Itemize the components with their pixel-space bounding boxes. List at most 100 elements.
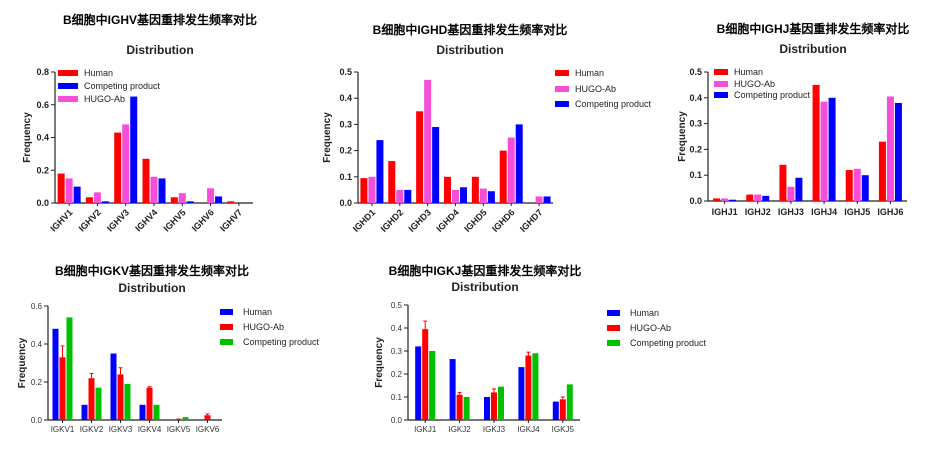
chart-subtitle: Distribution xyxy=(436,43,503,57)
legend-label: Competing product xyxy=(630,338,707,348)
x-tick-label: IGKV6 xyxy=(196,425,220,434)
bar-competing-product xyxy=(73,186,81,203)
legend-swatch xyxy=(58,96,78,102)
x-tick-label: IGHJ6 xyxy=(877,207,903,217)
bar-hugo-ab xyxy=(479,188,487,203)
y-tick-label: 0.2 xyxy=(689,144,702,154)
bar-competing-product xyxy=(543,196,551,203)
bar-competing-product xyxy=(460,187,467,203)
chart-subtitle: Distribution xyxy=(118,281,185,295)
chart-title: B细胞中IGKJ基因重排发生频率对比 xyxy=(389,263,582,278)
bar-chart-2: B细胞中IGHD基因重排发生频率对比 Distribution 0.0 0.1 0.2 0… xyxy=(322,22,652,234)
bar-human xyxy=(110,353,117,420)
bar-chart-5: B细胞中IGKJ基因重排发生频率对比 Distribution 0.0 0.1 0.2 0… xyxy=(374,263,707,434)
x-tick-label: IGHD2 xyxy=(379,207,406,234)
bar-human xyxy=(471,176,479,203)
x-tick-label: IGKJ1 xyxy=(414,425,437,434)
y-tick-label: 0.3 xyxy=(689,119,702,129)
bar-human xyxy=(779,164,787,201)
chart-subtitle: Distribution xyxy=(126,43,193,57)
bar-hugo-ab xyxy=(787,186,795,201)
bar-chart-3: B细胞中IGHJ基因重排发生频率对比 Distribution 0.0 0.1 0.2 0… xyxy=(677,21,909,217)
y-tick-label: 0.5 xyxy=(339,67,352,77)
legend-swatch xyxy=(220,339,233,345)
bar-human xyxy=(52,328,59,420)
bar-human xyxy=(484,397,490,420)
bar-hugo-ab xyxy=(452,189,459,203)
bar-hugo-ab xyxy=(507,137,515,203)
x-tick-label: IGHJ1 xyxy=(712,207,738,217)
bar-human xyxy=(449,359,456,420)
legend-label: Human xyxy=(84,68,113,78)
bar-competing-product xyxy=(828,97,836,201)
legend-label: Human xyxy=(734,67,763,77)
bar-hugo-ab xyxy=(853,168,861,201)
legend-swatch xyxy=(607,310,620,316)
bar-hugo-ab xyxy=(424,79,432,203)
legend-label: HUGO-Ab xyxy=(575,84,616,94)
y-tick-label: 0.4 xyxy=(36,133,49,143)
bar-hugo-ab xyxy=(93,192,101,203)
bar-human xyxy=(360,178,368,203)
bar-chart-1: B细胞中IGHV基因重排发生频率对比 Distribution 0.0 0.2 0.4 0… xyxy=(22,12,257,234)
bar-competing-product xyxy=(404,189,412,203)
y-tick-label: 0.6 xyxy=(31,302,43,311)
legend-swatch xyxy=(714,69,728,75)
bar-hugo-ab xyxy=(204,415,211,420)
x-tick-label: IGKJ3 xyxy=(483,425,506,434)
bar-human xyxy=(518,367,525,420)
legend-swatch xyxy=(220,309,233,315)
bar-competing-product xyxy=(762,195,770,201)
legend-swatch xyxy=(714,92,728,98)
legend-swatch xyxy=(58,70,78,76)
x-tick-label: IGKV5 xyxy=(167,425,191,434)
x-tick-label: IGKV3 xyxy=(109,425,133,434)
bar-competing-product xyxy=(153,404,160,420)
legend-label: Human xyxy=(630,308,659,318)
bar-hugo-ab xyxy=(368,176,376,203)
bar-competing-product xyxy=(894,102,902,201)
x-tick-label: IGHJ3 xyxy=(778,207,804,217)
x-tick-label: IGKJ2 xyxy=(448,425,471,434)
x-tick-label: IGHD7 xyxy=(518,207,545,234)
bar-competing-product xyxy=(186,201,194,203)
bar-competing-product xyxy=(95,387,102,420)
chart-title: B细胞中IGHV基因重排发生频率对比 xyxy=(63,12,257,27)
x-tick-label: IGHD6 xyxy=(490,207,517,234)
bar-hugo-ab xyxy=(559,399,566,420)
y-tick-label: 0.5 xyxy=(391,301,403,310)
y-axis-label: Frequency xyxy=(17,337,28,388)
bar-competing-product xyxy=(124,383,131,420)
y-tick-label: 0.3 xyxy=(339,119,352,129)
legend-label: HUGO-Ab xyxy=(630,323,671,333)
bar-human xyxy=(746,194,754,201)
x-tick-label: IGHV2 xyxy=(77,207,103,233)
x-tick-label: IGHD3 xyxy=(407,207,434,234)
bar-hugo-ab xyxy=(146,387,153,420)
bar-competing-product xyxy=(376,140,384,203)
y-axis-label: Frequency xyxy=(374,337,385,388)
bar-hugo-ab xyxy=(886,96,894,201)
y-tick-label: 0.1 xyxy=(339,172,352,182)
bar-human xyxy=(388,161,396,203)
x-tick-label: IGHJ5 xyxy=(844,207,870,217)
chart-subtitle: Distribution xyxy=(451,280,518,294)
x-tick-label: IGHV6 xyxy=(190,207,216,233)
bar-competing-product xyxy=(795,177,803,201)
x-tick-label: IGHV1 xyxy=(48,207,74,233)
chart-title: B细胞中IGKV基因重排发生频率对比 xyxy=(55,263,249,278)
legend-swatch xyxy=(607,340,620,346)
bar-hugo-ab xyxy=(535,196,543,203)
bar-competing-product xyxy=(432,127,440,203)
y-tick-label: 0.2 xyxy=(339,146,352,156)
bar-competing-product xyxy=(532,353,539,420)
y-tick-label: 0.0 xyxy=(339,198,352,208)
x-tick-label: IGKV1 xyxy=(51,425,75,434)
y-tick-label: 0.0 xyxy=(689,196,702,206)
bar-human xyxy=(415,346,422,420)
bar-human xyxy=(81,404,88,420)
bar-competing-product xyxy=(566,384,573,420)
bar-human xyxy=(139,404,146,420)
x-tick-label: IGHD1 xyxy=(351,207,378,234)
